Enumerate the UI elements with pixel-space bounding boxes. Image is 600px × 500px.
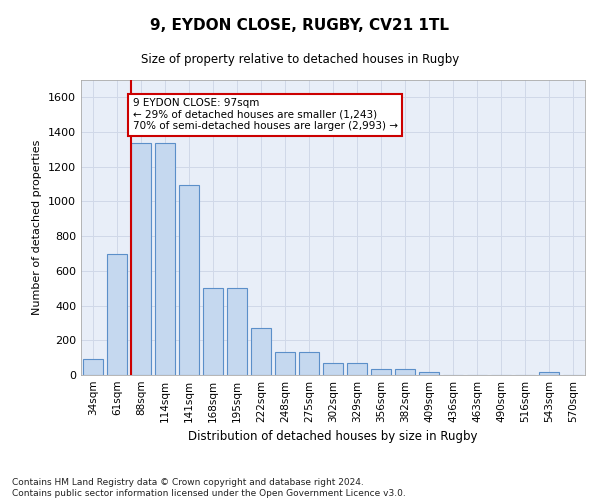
Text: 9, EYDON CLOSE, RUGBY, CV21 1TL: 9, EYDON CLOSE, RUGBY, CV21 1TL — [151, 18, 449, 32]
Bar — [347, 363, 367, 375]
Bar — [539, 372, 559, 375]
Bar — [227, 288, 247, 375]
Text: Size of property relative to detached houses in Rugby: Size of property relative to detached ho… — [141, 52, 459, 66]
X-axis label: Distribution of detached houses by size in Rugby: Distribution of detached houses by size … — [188, 430, 478, 444]
Bar — [155, 144, 175, 375]
Bar — [371, 369, 391, 375]
Bar — [203, 288, 223, 375]
Bar — [395, 369, 415, 375]
Text: Contains HM Land Registry data © Crown copyright and database right 2024.
Contai: Contains HM Land Registry data © Crown c… — [12, 478, 406, 498]
Bar — [299, 352, 319, 375]
Bar — [323, 363, 343, 375]
Bar — [419, 372, 439, 375]
Bar — [83, 358, 103, 375]
Text: 9 EYDON CLOSE: 97sqm
← 29% of detached houses are smaller (1,243)
70% of semi-de: 9 EYDON CLOSE: 97sqm ← 29% of detached h… — [133, 98, 398, 132]
Bar — [107, 254, 127, 375]
Bar — [131, 144, 151, 375]
Bar — [251, 328, 271, 375]
Bar — [179, 185, 199, 375]
Bar — [275, 352, 295, 375]
Y-axis label: Number of detached properties: Number of detached properties — [32, 140, 43, 315]
